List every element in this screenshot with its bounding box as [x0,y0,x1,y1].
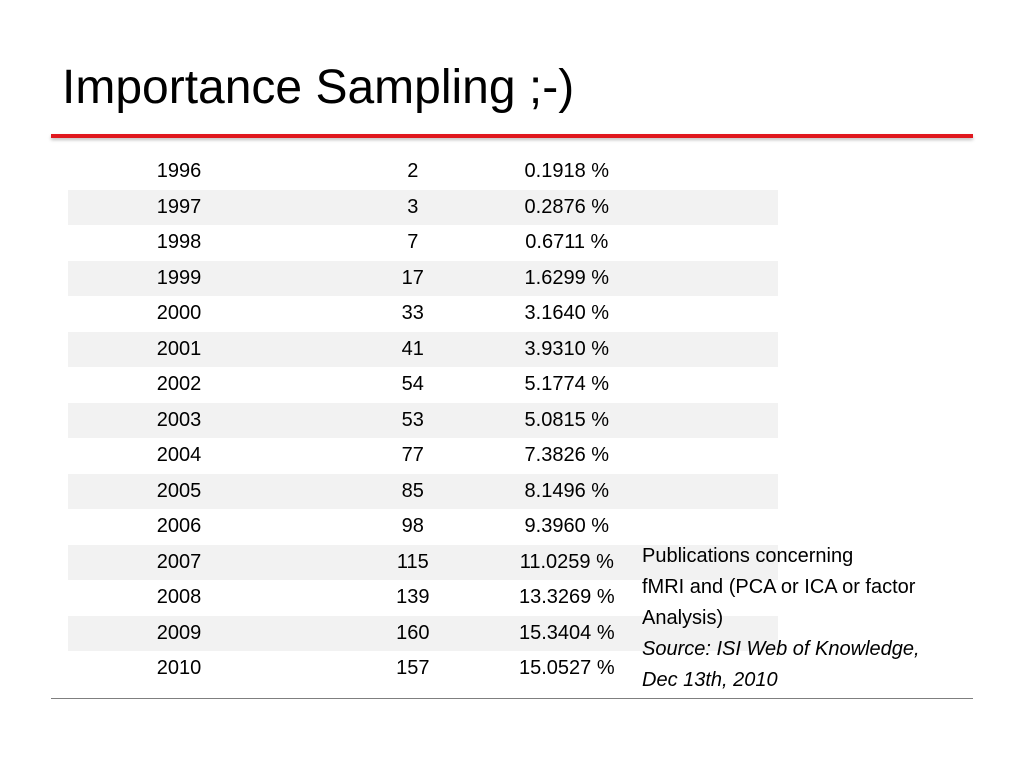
bottom-divider [51,698,973,699]
percent-cell: 13.3269 % [518,586,615,609]
percent-cell: 8.1496 % [524,479,610,502]
count-cell: 54 [401,373,424,396]
caption-line: Publications concerning [642,545,854,567]
percent-cell: 5.1774 % [524,373,610,396]
percent-cell: 3.1640 % [524,302,610,325]
table-row: 1996 2 0.1918 % [68,154,778,190]
table-row: 2005 85 8.1496 % [68,473,778,509]
caption-line: fMRI and (PCA or ICA or factor [642,576,916,598]
year-cell: 2002 [156,373,202,396]
table-row: 1999 17 1.6299 % [68,260,778,296]
table-row: 2004 77 7.3826 % [68,438,778,474]
count-cell: 2 [407,160,419,183]
count-cell: 3 [407,195,419,218]
percent-cell: 5.0815 % [524,408,610,431]
publications-table: 1996 2 0.1918 % 1997 3 0.2876 % 1998 7 0.6711 % 1… [68,154,778,687]
year-cell: 1999 [156,266,202,289]
count-cell: 160 [396,621,430,644]
percent-cell: 3.9310 % [524,337,610,360]
count-cell: 33 [401,302,424,325]
title-divider [51,134,973,138]
caption-source: Source: ISI Web of Knowledge, [642,638,920,660]
count-cell: 98 [401,515,424,538]
table-row: 2007 115 11.0259 % [68,544,778,580]
count-cell: 41 [401,337,424,360]
percent-cell: 15.0527 % [518,657,615,680]
table-row: 2000 33 3.1640 % [68,296,778,332]
table-row: 1997 3 0.2876 % [68,189,778,225]
table-row: 2009 160 15.3404 % [68,615,778,651]
percent-cell: 15.3404 % [518,621,615,644]
year-cell: 2003 [156,408,202,431]
table-row: 2003 53 5.0815 % [68,402,778,438]
percent-cell: 7.3826 % [524,444,610,467]
count-cell: 157 [396,657,430,680]
caption-source: Dec 13th, 2010 [642,669,778,691]
count-cell: 17 [401,266,424,289]
percent-cell: 0.6711 % [525,231,609,254]
percent-cell: 0.2876 % [524,195,610,218]
year-cell: 2010 [156,657,202,680]
percent-cell: 1.6299 % [524,266,610,289]
percent-cell: 11.0259 % [519,550,614,573]
count-cell: 85 [401,479,424,502]
year-cell: 2006 [156,515,202,538]
year-cell: 2009 [156,621,202,644]
table-row: 2008 139 13.3269 % [68,580,778,616]
year-cell: 1997 [156,195,202,218]
year-cell: 2007 [156,550,202,573]
percent-cell: 0.1918 % [524,160,610,183]
year-cell: 1998 [156,231,202,254]
year-cell: 1996 [156,160,202,183]
count-cell: 115 [396,550,429,573]
year-cell: 2008 [156,586,202,609]
year-cell: 2000 [156,302,202,325]
year-cell: 2005 [156,479,202,502]
slide-title: Importance Sampling ;-) [62,61,575,114]
count-cell: 7 [407,231,419,254]
table-row: 1998 7 0.6711 % [68,225,778,261]
table-row: 2001 41 3.9310 % [68,331,778,367]
table-row: 2002 54 5.1774 % [68,367,778,403]
count-cell: 77 [401,444,424,467]
year-cell: 2001 [156,337,202,360]
year-cell: 2004 [156,444,202,467]
percent-cell: 9.3960 % [524,515,610,538]
table-row: 2006 98 9.3960 % [68,509,778,545]
table-caption: Publications concerning fMRI and (PCA or… [642,541,972,696]
count-cell: 139 [396,586,430,609]
caption-line: Analysis) [642,607,724,629]
table-row: 2010 157 15.0527 % [68,651,778,687]
count-cell: 53 [401,408,424,431]
